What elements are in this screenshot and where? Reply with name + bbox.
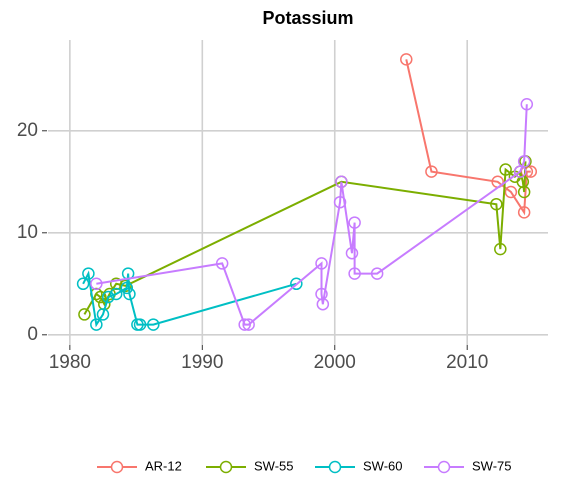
point <box>120 281 134 295</box>
point <box>90 277 103 291</box>
legend-point <box>328 460 342 474</box>
series-line <box>96 104 528 326</box>
point <box>147 318 160 331</box>
legend-point <box>437 460 451 474</box>
point <box>76 277 90 291</box>
point <box>315 257 328 270</box>
point <box>109 277 123 291</box>
series-line <box>82 270 297 328</box>
series-line <box>83 161 527 315</box>
point <box>370 267 384 280</box>
point <box>90 318 103 331</box>
x-tick-label: 2010 <box>446 352 488 373</box>
legend-label: SW-55 <box>254 458 294 473</box>
point <box>102 290 115 304</box>
legend-label: SW-75 <box>472 458 512 473</box>
point <box>400 53 413 66</box>
legend-label: AR-12 <box>145 458 182 473</box>
x-tick-label: 2000 <box>314 352 356 373</box>
point <box>517 155 531 168</box>
x-tick-label: 1990 <box>181 352 223 373</box>
point <box>425 165 438 178</box>
point <box>316 297 330 311</box>
y-tick-label: 10 <box>17 222 38 243</box>
point <box>82 267 95 280</box>
point <box>333 195 347 209</box>
point <box>348 216 361 229</box>
point <box>96 308 110 321</box>
y-tick-label: 20 <box>17 120 38 141</box>
point <box>499 163 512 176</box>
point <box>109 287 123 301</box>
point <box>133 318 147 331</box>
point <box>345 246 359 260</box>
point <box>290 277 303 291</box>
point <box>238 318 251 331</box>
point <box>520 98 534 111</box>
point <box>494 242 507 256</box>
x-tick-label: 1980 <box>49 352 91 373</box>
y-tick-label: 0 <box>27 324 38 345</box>
point <box>242 318 255 331</box>
chart-title: Potassium <box>262 8 353 28</box>
point <box>517 206 531 219</box>
point <box>517 185 531 199</box>
point <box>348 267 361 280</box>
point <box>504 185 518 199</box>
legend-point <box>110 460 124 474</box>
point <box>335 175 348 189</box>
legend-label: SW-60 <box>363 458 403 473</box>
point <box>123 287 136 301</box>
point <box>490 197 503 211</box>
point <box>78 308 91 321</box>
legend-point <box>219 460 233 474</box>
series-line <box>405 59 531 216</box>
point <box>215 257 229 270</box>
